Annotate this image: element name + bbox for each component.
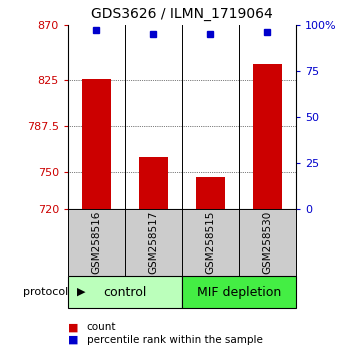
Text: GSM258517: GSM258517	[149, 211, 158, 274]
Bar	[82, 79, 111, 209]
Text: protocol: protocol	[23, 287, 68, 297]
Bar	[253, 64, 282, 209]
Title: GDS3626 / ILMN_1719064: GDS3626 / ILMN_1719064	[91, 7, 273, 21]
Text: ■: ■	[68, 335, 79, 345]
Text: GSM258516: GSM258516	[91, 211, 101, 274]
Bar	[196, 177, 225, 209]
Text: percentile rank within the sample: percentile rank within the sample	[87, 335, 262, 345]
Bar	[68, 276, 182, 308]
Text: GSM258530: GSM258530	[262, 211, 272, 274]
Bar	[139, 157, 168, 209]
Text: ▶: ▶	[76, 287, 85, 297]
Text: control: control	[103, 286, 147, 298]
Text: ■: ■	[68, 322, 79, 332]
Text: GSM258515: GSM258515	[205, 211, 215, 274]
Bar	[182, 276, 296, 308]
Text: MIF depletion: MIF depletion	[197, 286, 281, 298]
Text: count: count	[87, 322, 116, 332]
